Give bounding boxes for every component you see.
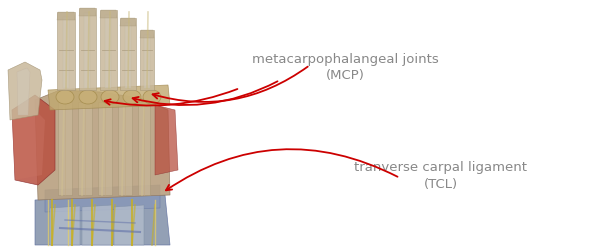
Polygon shape: [45, 185, 160, 212]
Polygon shape: [125, 23, 131, 88]
Polygon shape: [138, 102, 150, 195]
Text: metacarpophalangeal joints
(MCP): metacarpophalangeal joints (MCP): [251, 52, 439, 82]
Ellipse shape: [123, 90, 141, 104]
Polygon shape: [12, 95, 55, 185]
Polygon shape: [118, 102, 132, 195]
Text: tranverse carpal ligament
(TCL): tranverse carpal ligament (TCL): [355, 161, 527, 191]
Polygon shape: [50, 206, 80, 245]
Polygon shape: [78, 102, 92, 195]
Polygon shape: [98, 102, 112, 195]
Polygon shape: [8, 62, 42, 120]
Ellipse shape: [56, 90, 74, 104]
Polygon shape: [100, 10, 117, 90]
Polygon shape: [35, 90, 170, 200]
Polygon shape: [144, 35, 150, 88]
Polygon shape: [58, 102, 72, 195]
Polygon shape: [12, 105, 45, 180]
Polygon shape: [79, 8, 96, 16]
Polygon shape: [57, 12, 75, 90]
Polygon shape: [84, 13, 90, 88]
Polygon shape: [140, 30, 154, 38]
Polygon shape: [155, 105, 178, 175]
Polygon shape: [82, 205, 112, 245]
Polygon shape: [120, 18, 136, 90]
Ellipse shape: [143, 90, 161, 104]
Polygon shape: [48, 85, 170, 110]
Polygon shape: [57, 12, 75, 20]
Polygon shape: [114, 205, 144, 245]
Polygon shape: [35, 195, 170, 245]
Polygon shape: [63, 17, 69, 88]
Ellipse shape: [101, 90, 119, 104]
Polygon shape: [120, 18, 136, 26]
Polygon shape: [17, 68, 30, 115]
Polygon shape: [105, 15, 111, 88]
Ellipse shape: [79, 90, 97, 104]
Polygon shape: [79, 8, 96, 90]
Polygon shape: [100, 10, 117, 18]
Polygon shape: [140, 30, 154, 90]
